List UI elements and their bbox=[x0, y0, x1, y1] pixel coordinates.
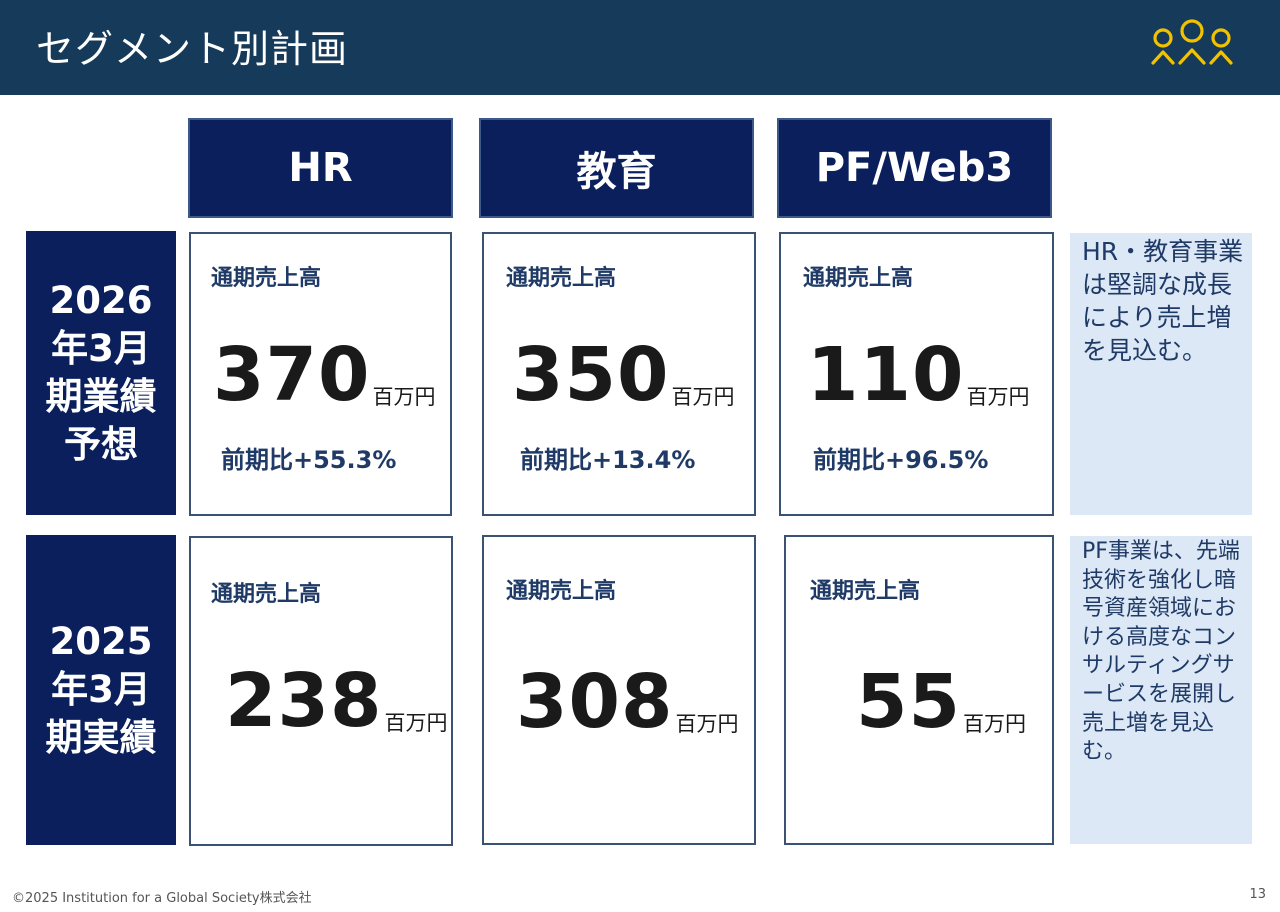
card-label: 通期売上高 bbox=[810, 579, 921, 604]
card-value: 55 百万円 bbox=[856, 665, 1026, 739]
row-header-line: 2026 bbox=[49, 279, 153, 322]
sales-unit: 百万円 bbox=[384, 711, 448, 735]
card-value: 308 百万円 bbox=[516, 665, 738, 739]
row-header-line: 年3月 bbox=[51, 668, 151, 711]
forecast-card-hr: 通期売上高 370 百万円 前期比+55.3% bbox=[189, 232, 452, 516]
row-header-line: 期実績 bbox=[45, 716, 157, 759]
row-header-forecast: 2026 年3月 期業績 予想 bbox=[26, 231, 176, 515]
card-value: 238 百万円 bbox=[225, 664, 447, 738]
sales-unit: 百万円 bbox=[671, 385, 735, 409]
column-header-education: 教育 bbox=[479, 118, 754, 218]
card-value: 370 百万円 bbox=[213, 338, 435, 412]
sales-value: 110 bbox=[807, 332, 965, 418]
sales-value: 238 bbox=[225, 658, 383, 744]
card-value: 350 百万円 bbox=[512, 338, 734, 412]
card-label: 通期売上高 bbox=[506, 579, 617, 604]
footer-copyright: ©2025 Institution for a Global Society株式… bbox=[12, 891, 312, 906]
note-actual: PF事業は、先端技術を強化し暗号資産領域における高度なコンサルティングサービスを… bbox=[1070, 536, 1252, 844]
sales-unit: 百万円 bbox=[962, 712, 1026, 736]
sales-value: 350 bbox=[512, 332, 670, 418]
row-header-line: 期業績 bbox=[45, 375, 157, 418]
sales-value: 370 bbox=[213, 332, 371, 418]
forecast-card-education: 通期売上高 350 百万円 前期比+13.4% bbox=[482, 232, 756, 516]
sales-value: 308 bbox=[516, 659, 674, 745]
row-header-line: 年3月 bbox=[51, 327, 151, 370]
sales-unit: 百万円 bbox=[372, 385, 436, 409]
sales-unit: 百万円 bbox=[675, 712, 739, 736]
page-title: セグメント別計画 bbox=[36, 27, 349, 71]
row-header-actual: 2025 年3月 期実績 bbox=[26, 535, 176, 845]
card-label: 通期売上高 bbox=[211, 266, 322, 291]
column-header-hr: HR bbox=[188, 118, 453, 218]
actual-card-education: 通期売上高 308 百万円 bbox=[482, 535, 756, 845]
row-header-line: 2025 bbox=[49, 620, 153, 663]
sales-unit: 百万円 bbox=[966, 385, 1030, 409]
actual-card-pf-web3: 通期売上高 55 百万円 bbox=[784, 535, 1054, 845]
yoy-growth: 前期比+13.4% bbox=[520, 446, 696, 474]
actual-card-hr: 通期売上高 238 百万円 bbox=[189, 536, 453, 846]
note-text: PF事業は、先端技術を強化し暗号資産領域における高度なコンサルティングサービスを… bbox=[1082, 539, 1240, 765]
page-number: 13 bbox=[1249, 887, 1266, 902]
three-people-logo-icon bbox=[1151, 19, 1233, 65]
header-bar: セグメント別計画 bbox=[0, 0, 1280, 95]
sales-value: 55 bbox=[856, 659, 961, 745]
card-label: 通期売上高 bbox=[506, 266, 617, 291]
yoy-growth: 前期比+55.3% bbox=[221, 446, 397, 474]
column-header-pf-web3: PF/Web3 bbox=[777, 118, 1052, 218]
card-value: 110 百万円 bbox=[807, 338, 1029, 412]
forecast-card-pf-web3: 通期売上高 110 百万円 前期比+96.5% bbox=[779, 232, 1054, 516]
note-text: HR・教育事業は堅調な成長により売上増を見込む。 bbox=[1082, 237, 1244, 365]
card-label: 通期売上高 bbox=[803, 266, 914, 291]
card-label: 通期売上高 bbox=[211, 582, 322, 607]
note-forecast: HR・教育事業は堅調な成長により売上増を見込む。 bbox=[1070, 233, 1252, 515]
yoy-growth: 前期比+96.5% bbox=[813, 446, 989, 474]
row-header-line: 予想 bbox=[64, 423, 138, 466]
